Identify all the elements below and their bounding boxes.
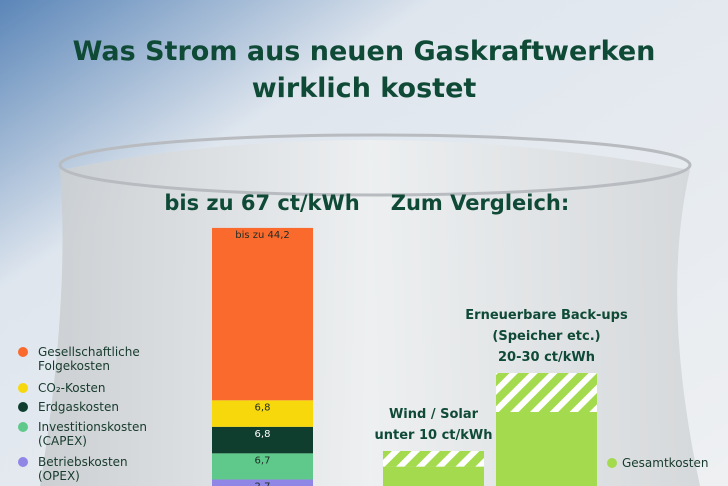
legend-item: Investitionskosten (CAPEX) [18, 420, 150, 448]
bar-segment [212, 453, 313, 480]
legend-item: CO₂-Kosten [18, 381, 150, 395]
bar-solid [496, 412, 597, 486]
bar-label: (Speicher etc.) [492, 329, 600, 344]
tower-rim [58, 133, 692, 197]
bar-label: 20-30 ct/kWh [498, 350, 595, 365]
legend-item: Betriebskosten (OPEX) [18, 455, 150, 483]
bar-label: unter 10 ct/kWh [374, 428, 492, 443]
legend-label: Gesellschaftliche Folgekosten [38, 345, 140, 373]
legend-swatch [18, 457, 28, 467]
heading: Zum Vergleich: [391, 191, 570, 215]
value-label: 6,7 [255, 455, 271, 466]
legend-label: Investitionskosten (CAPEX) [38, 420, 147, 448]
legend-swatch [18, 347, 28, 357]
bar-label: Wind / Solar [389, 407, 479, 422]
bar-segment [212, 400, 313, 427]
legend-label: Gesamtkosten [622, 456, 709, 470]
legend-swatch [18, 402, 28, 412]
bar-solid [383, 466, 484, 486]
bar-segment [212, 227, 313, 401]
value-label: 2,7 [255, 481, 271, 486]
bar-range [496, 373, 597, 412]
legend-swatch [18, 422, 28, 432]
legend-label: CO₂-Kosten [38, 381, 106, 395]
legend-swatch [18, 383, 28, 393]
bar-segment [212, 479, 313, 486]
legend-swatch [607, 458, 617, 468]
heading: bis zu 67 ct/kWh [164, 191, 359, 215]
bar-label: Erneuerbare Back-ups [465, 308, 628, 323]
bar-range [383, 451, 484, 467]
value-label: 6,8 [255, 429, 271, 440]
legend-item: Gesellschaftliche Folgekosten [18, 345, 150, 373]
legend-item: Erdgaskosten [18, 400, 150, 414]
bar-segment [212, 426, 313, 454]
legend-label: Erdgaskosten [38, 400, 119, 414]
legend-label: Betriebskosten (OPEX) [38, 455, 128, 483]
title-line: wirklich kostet [252, 73, 477, 104]
value-label: bis zu 44,2 [235, 230, 290, 241]
title-line: Was Strom aus neuen Gaskraftwerken [73, 36, 656, 67]
value-label: 6,8 [255, 402, 271, 413]
